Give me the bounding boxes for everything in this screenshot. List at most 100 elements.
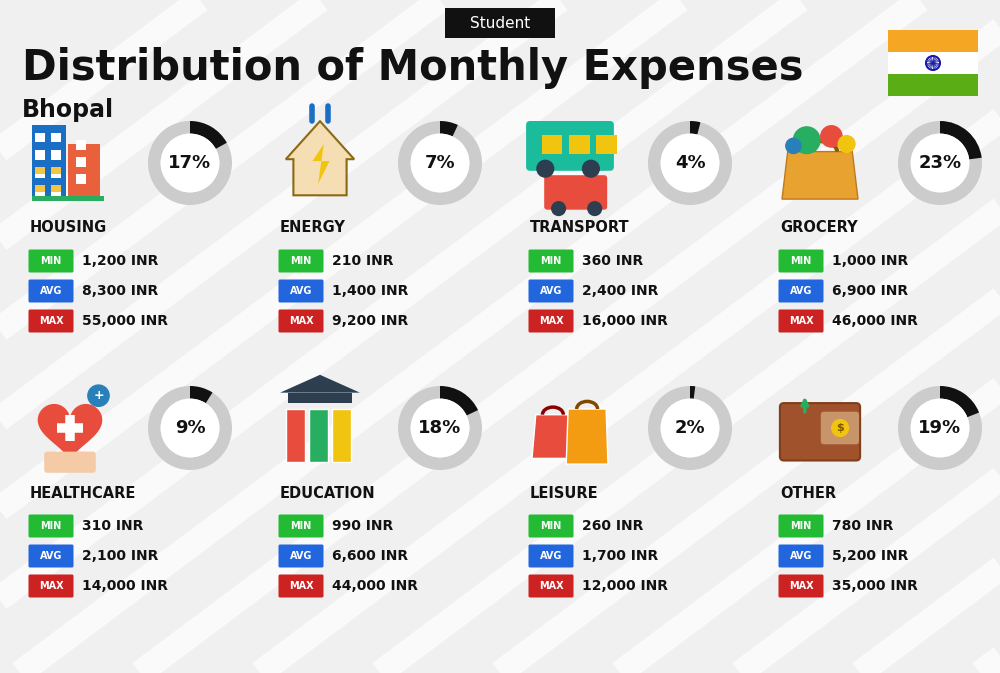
Wedge shape bbox=[898, 386, 982, 470]
Polygon shape bbox=[782, 151, 858, 199]
FancyBboxPatch shape bbox=[888, 30, 978, 52]
Circle shape bbox=[588, 202, 602, 215]
FancyBboxPatch shape bbox=[309, 409, 328, 462]
Text: 6,600 INR: 6,600 INR bbox=[332, 549, 408, 563]
Text: TRANSPORT: TRANSPORT bbox=[530, 221, 630, 236]
Text: MIN: MIN bbox=[790, 256, 812, 266]
FancyBboxPatch shape bbox=[28, 575, 74, 598]
Text: ENERGY: ENERGY bbox=[280, 221, 346, 236]
Text: MIN: MIN bbox=[40, 521, 62, 531]
Text: $: $ bbox=[836, 423, 844, 433]
Polygon shape bbox=[532, 415, 572, 458]
FancyBboxPatch shape bbox=[28, 514, 74, 538]
Circle shape bbox=[832, 420, 848, 436]
Text: 260 INR: 260 INR bbox=[582, 519, 643, 533]
FancyBboxPatch shape bbox=[278, 250, 324, 273]
Text: 1,000 INR: 1,000 INR bbox=[832, 254, 908, 268]
FancyBboxPatch shape bbox=[278, 514, 324, 538]
Text: 8,300 INR: 8,300 INR bbox=[82, 284, 158, 298]
FancyBboxPatch shape bbox=[28, 279, 74, 302]
Circle shape bbox=[911, 398, 969, 458]
Text: MAX: MAX bbox=[39, 581, 63, 591]
Text: 6,900 INR: 6,900 INR bbox=[832, 284, 908, 298]
FancyBboxPatch shape bbox=[76, 157, 86, 167]
FancyBboxPatch shape bbox=[51, 167, 61, 174]
FancyBboxPatch shape bbox=[76, 174, 86, 184]
Wedge shape bbox=[898, 121, 982, 205]
Text: +: + bbox=[93, 389, 104, 402]
Text: 2,400 INR: 2,400 INR bbox=[582, 284, 658, 298]
Text: Distribution of Monthly Expenses: Distribution of Monthly Expenses bbox=[22, 47, 804, 89]
FancyBboxPatch shape bbox=[528, 250, 574, 273]
Text: HOUSING: HOUSING bbox=[30, 221, 107, 236]
FancyBboxPatch shape bbox=[28, 544, 74, 567]
Text: 19%: 19% bbox=[918, 419, 962, 437]
Wedge shape bbox=[440, 121, 458, 137]
Text: 16,000 INR: 16,000 INR bbox=[582, 314, 668, 328]
FancyBboxPatch shape bbox=[288, 392, 352, 403]
FancyBboxPatch shape bbox=[35, 184, 45, 192]
FancyBboxPatch shape bbox=[778, 544, 824, 567]
Text: 12,000 INR: 12,000 INR bbox=[582, 579, 668, 593]
Circle shape bbox=[661, 134, 719, 192]
Text: 14,000 INR: 14,000 INR bbox=[82, 579, 168, 593]
Text: MAX: MAX bbox=[289, 581, 313, 591]
Text: EDUCATION: EDUCATION bbox=[280, 485, 376, 501]
FancyBboxPatch shape bbox=[28, 310, 74, 332]
Polygon shape bbox=[566, 409, 608, 464]
Text: OTHER: OTHER bbox=[780, 485, 836, 501]
Text: 2%: 2% bbox=[675, 419, 705, 437]
Text: MIN: MIN bbox=[290, 256, 312, 266]
Wedge shape bbox=[440, 386, 478, 415]
Text: AVG: AVG bbox=[290, 286, 312, 296]
FancyBboxPatch shape bbox=[32, 125, 66, 201]
Circle shape bbox=[793, 127, 820, 153]
FancyBboxPatch shape bbox=[445, 8, 555, 38]
FancyBboxPatch shape bbox=[76, 140, 86, 149]
Text: MAX: MAX bbox=[539, 581, 563, 591]
Text: 55,000 INR: 55,000 INR bbox=[82, 314, 168, 328]
FancyBboxPatch shape bbox=[286, 409, 305, 462]
Wedge shape bbox=[148, 386, 232, 470]
FancyBboxPatch shape bbox=[528, 279, 574, 302]
FancyBboxPatch shape bbox=[35, 186, 45, 196]
FancyBboxPatch shape bbox=[888, 74, 978, 96]
FancyBboxPatch shape bbox=[821, 412, 859, 444]
Text: LEISURE: LEISURE bbox=[530, 485, 599, 501]
FancyBboxPatch shape bbox=[278, 279, 324, 302]
Wedge shape bbox=[148, 121, 232, 205]
FancyBboxPatch shape bbox=[278, 575, 324, 598]
FancyBboxPatch shape bbox=[778, 514, 824, 538]
Text: 46,000 INR: 46,000 INR bbox=[832, 314, 918, 328]
Text: 4%: 4% bbox=[675, 154, 705, 172]
FancyBboxPatch shape bbox=[528, 544, 574, 567]
Text: Bhopal: Bhopal bbox=[22, 98, 114, 122]
FancyBboxPatch shape bbox=[778, 279, 824, 302]
Circle shape bbox=[161, 398, 219, 458]
Text: MAX: MAX bbox=[789, 316, 813, 326]
Text: Student: Student bbox=[470, 15, 530, 30]
FancyBboxPatch shape bbox=[28, 250, 74, 273]
Text: 17%: 17% bbox=[168, 154, 212, 172]
Text: 44,000 INR: 44,000 INR bbox=[332, 579, 418, 593]
FancyBboxPatch shape bbox=[278, 310, 324, 332]
Text: 9%: 9% bbox=[175, 419, 205, 437]
Wedge shape bbox=[940, 386, 979, 417]
Circle shape bbox=[161, 134, 219, 192]
Text: 310 INR: 310 INR bbox=[82, 519, 143, 533]
FancyBboxPatch shape bbox=[51, 151, 61, 160]
Wedge shape bbox=[690, 386, 695, 399]
Text: AVG: AVG bbox=[540, 551, 562, 561]
Text: MIN: MIN bbox=[540, 521, 562, 531]
Text: 780 INR: 780 INR bbox=[832, 519, 893, 533]
FancyBboxPatch shape bbox=[51, 186, 61, 196]
FancyBboxPatch shape bbox=[780, 403, 860, 460]
Polygon shape bbox=[312, 144, 330, 184]
FancyBboxPatch shape bbox=[526, 121, 614, 171]
FancyBboxPatch shape bbox=[596, 135, 617, 153]
Wedge shape bbox=[398, 121, 482, 205]
FancyBboxPatch shape bbox=[51, 168, 61, 178]
FancyBboxPatch shape bbox=[528, 575, 574, 598]
Circle shape bbox=[911, 134, 969, 192]
FancyBboxPatch shape bbox=[778, 310, 824, 332]
